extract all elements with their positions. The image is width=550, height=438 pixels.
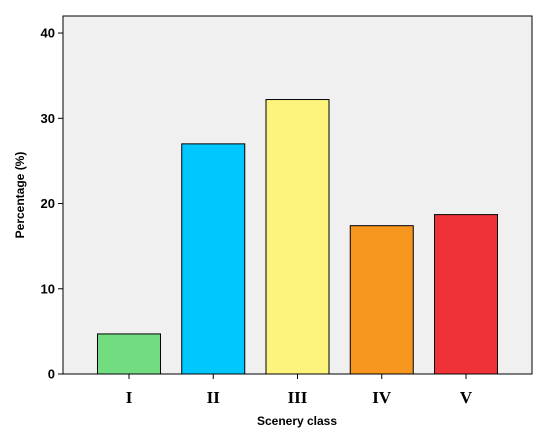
bar-4	[349, 225, 414, 375]
x-tick-label: III	[288, 388, 308, 407]
y-tick-label: 0	[48, 367, 55, 382]
y-axis: 0 10 20 30 40	[41, 26, 63, 382]
y-tick-label: 10	[41, 281, 55, 296]
y-tick-label: 20	[41, 196, 55, 211]
x-tick-label: IV	[372, 388, 392, 407]
bars	[97, 99, 498, 375]
bar-1	[97, 333, 161, 375]
bar-3	[265, 99, 330, 375]
y-tick-label: 30	[41, 111, 55, 126]
x-axis-title: Scenery class	[257, 414, 337, 428]
x-tick-label: I	[126, 388, 133, 407]
y-tick-label: 40	[41, 26, 55, 41]
x-tick-label: V	[460, 388, 473, 407]
y-axis-title: Percentage (%)	[13, 152, 27, 239]
bar-2	[181, 143, 246, 375]
x-tick-label: II	[207, 388, 221, 407]
x-axis: I II III IV V	[126, 374, 473, 407]
bar-5	[434, 214, 498, 375]
